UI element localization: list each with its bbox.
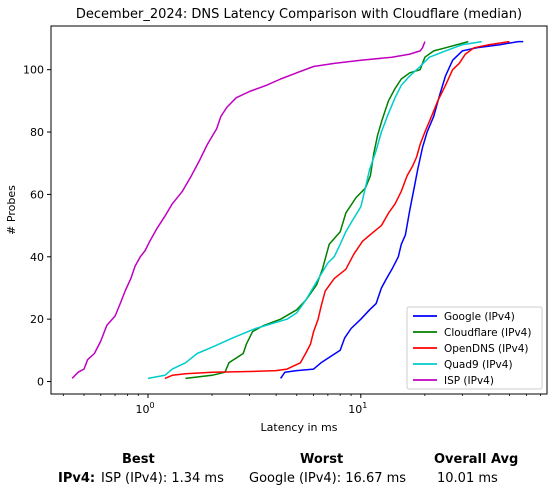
y-tick-label: 80: [30, 126, 44, 139]
row-label-colon: :: [89, 471, 96, 486]
series-line-google-ipv4: [279, 40, 524, 379]
y-axis-label: # Probes: [5, 185, 18, 235]
y-tick-label: 40: [30, 251, 44, 264]
series-line-cloudflare-ipv4: [185, 40, 469, 380]
legend-box: [406, 306, 543, 390]
y-tick-label: 60: [30, 188, 44, 201]
avg-header: Overall Avg: [434, 452, 519, 467]
y-tick-label: 0: [37, 376, 44, 389]
best-header: Best: [122, 452, 155, 467]
worst-value: Google (IPv4): 16.67 ms: [249, 471, 407, 486]
y-tick-label: 100: [23, 64, 44, 77]
legend-label-google-ipv4: Google (IPv4): [444, 311, 515, 323]
legend-label-isp-ipv4: ISP (IPv4): [444, 375, 494, 387]
summary-row-label: IPv4:: [58, 471, 95, 486]
plot-frame: [50, 25, 548, 395]
row-label-text: IPv4: [58, 471, 90, 486]
series-line-opendns-ipv4: [164, 40, 510, 380]
x-tick-label: 100: [135, 401, 154, 416]
dns-latency-chart: December_2024: DNS Latency Comparison wi…: [5, 7, 548, 434]
x-tick-label: 101: [348, 401, 367, 416]
worst-header: Worst: [300, 452, 344, 467]
x-axis-label: Latency in ms: [261, 421, 338, 434]
legend: Google (IPv4) Cloudflare (IPv4) OpenDNS (I…: [406, 306, 543, 390]
series-line-isp-ipv4: [71, 41, 426, 379]
legend-label-opendns-ipv4: OpenDNS (IPv4): [444, 343, 529, 355]
chart-title: December_2024: DNS Latency Comparison wi…: [76, 7, 522, 22]
y-tick-label: 20: [30, 313, 44, 326]
legend-label-cloudflare-ipv4: Cloudflare (IPv4): [444, 327, 531, 339]
best-value: ISP (IPv4): 1.34 ms: [101, 471, 224, 486]
legend-label-quad9-ipv4: Quad9 (IPv4): [444, 359, 513, 371]
series-line-quad9-ipv4: [147, 40, 482, 380]
avg-value: 10.01 ms: [437, 471, 498, 486]
